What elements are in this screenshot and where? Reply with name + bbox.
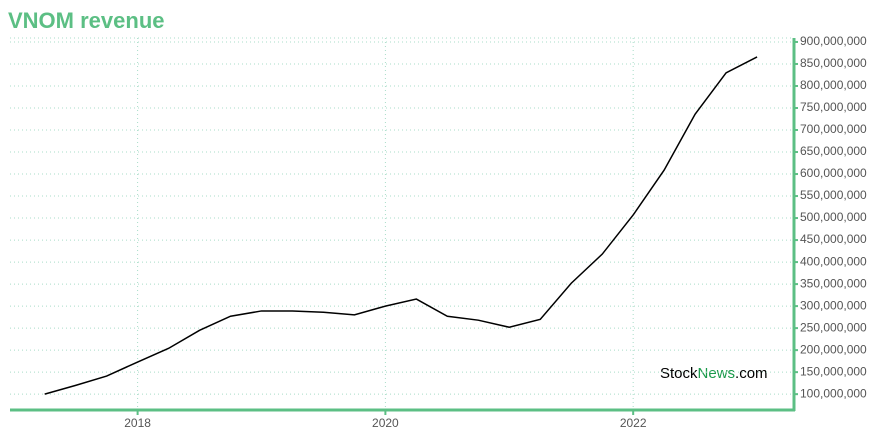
- y-tick-label: 300,000,000: [800, 298, 867, 312]
- watermark: StockNews.com: [660, 365, 768, 382]
- x-tick-label: 2022: [620, 416, 647, 430]
- watermark-part: .com: [735, 365, 768, 382]
- y-tick-label: 150,000,000: [800, 364, 867, 378]
- chart-title: VNOM revenue: [8, 8, 165, 33]
- y-tick-label: 500,000,000: [800, 210, 867, 224]
- y-tick-label: 850,000,000: [800, 56, 867, 70]
- y-tick-label: 650,000,000: [800, 144, 867, 158]
- y-tick-label: 250,000,000: [800, 320, 867, 334]
- y-tick-label: 800,000,000: [800, 78, 867, 92]
- y-tick-label: 100,000,000: [800, 386, 867, 400]
- line-series: [44, 56, 758, 395]
- y-tick-label: 750,000,000: [800, 100, 867, 114]
- y-tick-label: 550,000,000: [800, 188, 867, 202]
- watermark-part: Stock: [660, 365, 698, 382]
- y-tick-label: 450,000,000: [800, 232, 867, 246]
- x-tick-label: 2020: [372, 416, 399, 430]
- y-tick-label: 200,000,000: [800, 342, 867, 356]
- watermark-part: News: [698, 365, 736, 382]
- y-tick-label: 700,000,000: [800, 122, 867, 136]
- y-tick-label: 350,000,000: [800, 276, 867, 290]
- x-tick-label: 2018: [124, 416, 151, 430]
- y-tick-label: 400,000,000: [800, 254, 867, 268]
- y-tick-label: 600,000,000: [800, 166, 867, 180]
- y-tick-label: 900,000,000: [800, 34, 867, 48]
